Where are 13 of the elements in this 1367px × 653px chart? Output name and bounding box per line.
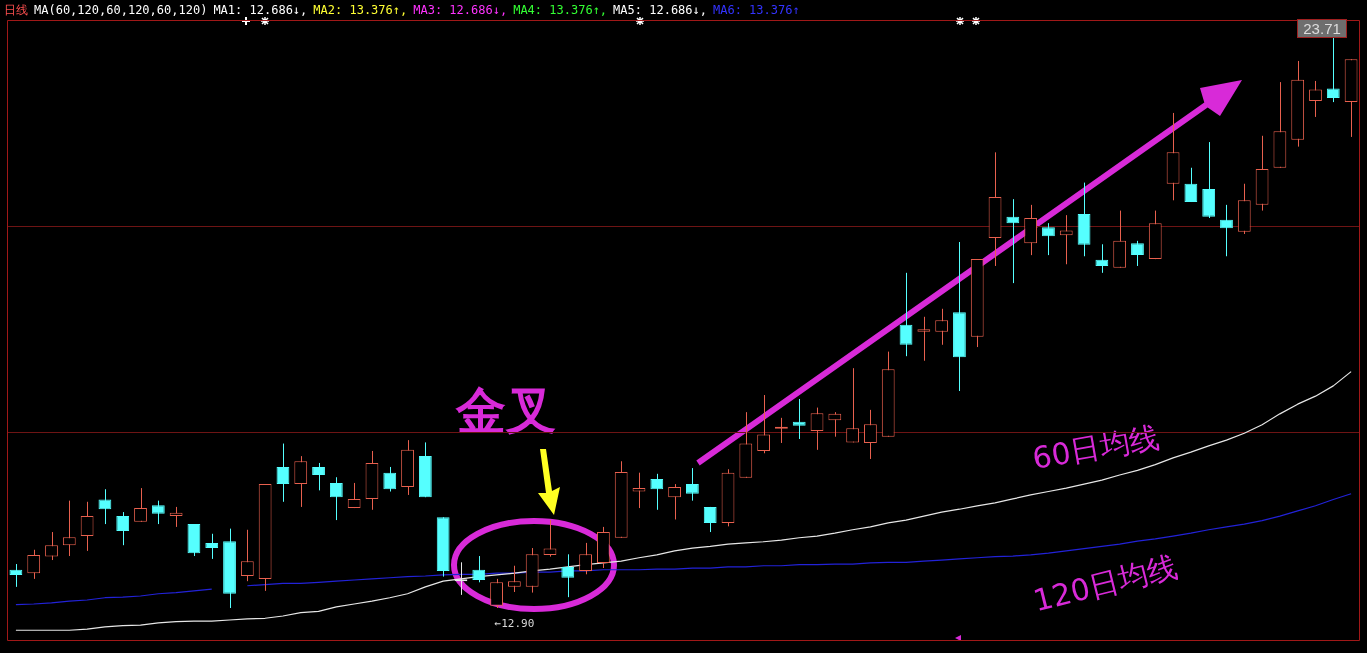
- text: 120日均线: [1029, 548, 1182, 621]
- text: MA5: 12.686↓,: [613, 3, 707, 17]
- text: MA6: 13.376↑: [713, 3, 800, 17]
- text: 60日均线: [1029, 418, 1163, 478]
- chart-title: 日线: [4, 3, 28, 17]
- chart-subtitle: MA(60,120,60,120,60,120): [34, 3, 208, 17]
- annotation: 23.71: [1297, 19, 1347, 38]
- text: ←12.90: [494, 617, 535, 630]
- text: MA4: 13.376↑,: [513, 3, 608, 17]
- text: MA3: 12.686↓,: [413, 3, 508, 17]
- text: MA1: 12.686↓,: [213, 3, 308, 17]
- annotation: 金叉: [456, 381, 557, 440]
- text: MA2: 13.376↑,: [313, 3, 408, 17]
